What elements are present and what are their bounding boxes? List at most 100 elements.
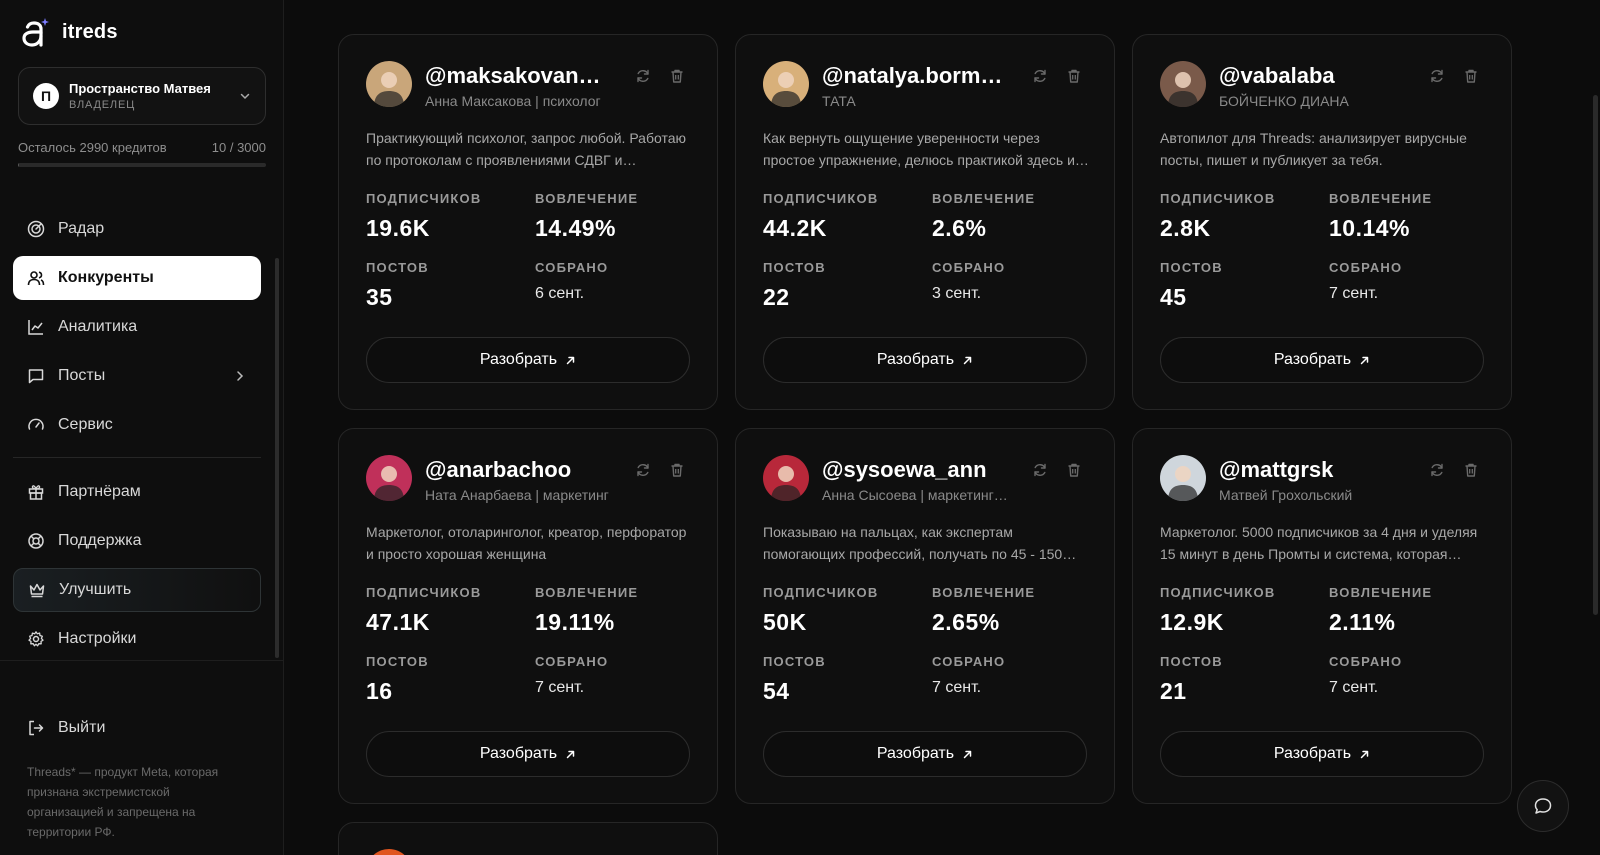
avatar — [763, 455, 809, 501]
engagement-label: ВОВЛЕЧЕНИЕ — [932, 585, 1036, 600]
posts-label: ПОСТОВ — [1160, 260, 1223, 275]
collected-label: СОБРАНО — [932, 654, 1006, 669]
avatar — [366, 455, 412, 501]
engagement-value: 14.49% — [535, 215, 617, 241]
posts-value: 22 — [763, 284, 790, 310]
trash-icon[interactable] — [1463, 68, 1479, 84]
avatar — [763, 61, 809, 107]
competitor-handle[interactable]: @natalya.bormotova — [822, 63, 1008, 88]
competitor-handle[interactable]: @anarbachoo — [425, 457, 572, 482]
chat-button[interactable] — [1517, 780, 1569, 832]
collected-label: СОБРАНО — [535, 654, 609, 669]
competitor-bio: Маркетолог. 5000 подписчиков за 4 дня и … — [1160, 524, 1478, 562]
sidebar-item-support[interactable]: Поддержка — [13, 519, 261, 563]
gift-icon — [28, 485, 44, 500]
collected-label: СОБРАНО — [1329, 260, 1403, 275]
analyze-button[interactable]: Разобрать — [366, 337, 690, 383]
competitor-handle[interactable]: @mattgrsk — [1219, 457, 1334, 482]
brand[interactable]: itreds — [20, 16, 118, 48]
followers-value: 50K — [763, 609, 807, 635]
followers-value: 12.9K — [1160, 609, 1224, 635]
sidebar-item-analytics[interactable]: Аналитика — [13, 305, 261, 349]
analyze-button[interactable]: Разобрать — [763, 337, 1087, 383]
refresh-icon[interactable] — [1032, 68, 1048, 84]
followers-value: 47.1K — [366, 609, 430, 635]
analyze-button[interactable]: Разобрать — [1160, 731, 1484, 777]
sidebar-item-competitors[interactable]: Конкуренты — [13, 256, 261, 300]
collected-label: СОБРАНО — [932, 260, 1006, 275]
engagement-label: ВОВЛЕЧЕНИЕ — [1329, 191, 1433, 206]
main-scrollbar[interactable] — [1593, 95, 1598, 615]
credits-usage: 10 / 3000 — [211, 140, 266, 155]
chat-icon — [1534, 798, 1552, 814]
sidebar-item-label: Сервис — [58, 416, 113, 433]
refresh-icon[interactable] — [635, 462, 651, 478]
competitor-name: Анна Максакова | психолог — [425, 93, 601, 109]
sidebar-item-label: Улучшить — [59, 581, 132, 598]
sidebar-item-label: Радар — [58, 220, 105, 237]
competitor-card: @maksakovanna.psy Анна Максакова | психо… — [338, 34, 718, 410]
trash-icon[interactable] — [1066, 68, 1082, 84]
sidebar-scrollbar[interactable] — [275, 258, 279, 658]
competitor-handle[interactable]: @sysoewa_ann — [822, 457, 987, 482]
refresh-icon[interactable] — [1429, 68, 1445, 84]
sidebar-item-settings[interactable]: Настройки — [13, 617, 261, 661]
competitor-name: ТАТА — [822, 93, 856, 109]
engagement-value: 2.11% — [1329, 609, 1396, 635]
sidebar-item-radar[interactable]: Радар — [13, 207, 261, 251]
arrow-up-right-icon — [566, 750, 575, 758]
competitor-card-partial — [338, 822, 718, 855]
analyze-button-label: Разобрать — [479, 351, 558, 368]
posts-value: 16 — [366, 678, 393, 704]
analyze-button[interactable]: Разобрать — [1160, 337, 1484, 383]
trash-icon[interactable] — [669, 68, 685, 84]
analyze-button-label: Разобрать — [876, 351, 955, 368]
logout-button[interactable]: Выйти — [27, 719, 105, 737]
credits-progress-fill — [18, 163, 19, 167]
refresh-icon[interactable] — [635, 68, 651, 84]
engagement-value: 2.6% — [932, 215, 987, 241]
collected-label: СОБРАНО — [1329, 654, 1403, 669]
avatar — [366, 849, 412, 855]
trash-icon[interactable] — [669, 462, 685, 478]
analyze-button[interactable]: Разобрать — [366, 731, 690, 777]
competitor-bio: Показываю на пальцах, как экспертам помо… — [763, 524, 1063, 562]
credits-info: Осталось 2990 кредитов 10 / 3000 — [18, 140, 266, 155]
sidebar-item-upgrade[interactable]: Улучшить — [13, 568, 261, 612]
analyze-button-label: Разобрать — [1273, 745, 1352, 762]
analyze-button-label: Разобрать — [876, 745, 955, 762]
competitor-name: БОЙЧЕНКО ДИАНА — [1219, 93, 1349, 109]
competitor-name: Ната Анарбаева | маркетинг — [425, 487, 609, 503]
competitor-name: Матвей Грохольский — [1219, 487, 1353, 503]
gauge-icon — [28, 418, 44, 430]
collected-value: 7 сент. — [1329, 679, 1379, 696]
followers-label: ПОДПИСЧИКОВ — [366, 585, 482, 600]
refresh-icon[interactable] — [1429, 462, 1445, 478]
refresh-icon[interactable] — [1032, 462, 1048, 478]
sidebar-item-service[interactable]: Сервис — [13, 403, 261, 447]
radar-icon — [27, 220, 45, 238]
competitor-handle[interactable]: @vabalaba — [1219, 63, 1335, 88]
engagement-label: ВОВЛЕЧЕНИЕ — [535, 191, 639, 206]
avatar — [1160, 455, 1206, 501]
collected-value: 7 сент. — [535, 679, 585, 696]
sidebar-item-label: Конкуренты — [58, 269, 154, 286]
posts-value: 21 — [1160, 678, 1187, 704]
arrow-up-right-icon — [963, 750, 972, 758]
collected-value: 3 сент. — [932, 285, 982, 302]
sidebar-item-partners[interactable]: Партнёрам — [13, 470, 261, 514]
chevron-down-icon — [240, 93, 250, 100]
sidebar-item-label: Посты — [58, 367, 106, 384]
app-name: itreds — [62, 20, 118, 43]
trash-icon[interactable] — [1463, 462, 1479, 478]
sidebar-item-posts[interactable]: Посты — [13, 354, 261, 398]
trash-icon[interactable] — [1066, 462, 1082, 478]
workspace-switcher[interactable]: П Пространство Матвея ВЛАДЕЛЕЦ — [18, 67, 266, 125]
meta-disclaimer: Threads* — продукт Meta, которая признан… — [27, 765, 219, 839]
competitor-card: @sysoewa_ann Анна Сысоева | маркетинг дл… — [735, 428, 1115, 804]
followers-value: 2.8K — [1160, 215, 1211, 241]
analyze-button[interactable]: Разобрать — [763, 731, 1087, 777]
competitor-handle[interactable]: @maksakovanna.psy — [425, 63, 611, 88]
itreds-logo-icon — [20, 16, 50, 48]
followers-label: ПОДПИСЧИКОВ — [1160, 585, 1276, 600]
